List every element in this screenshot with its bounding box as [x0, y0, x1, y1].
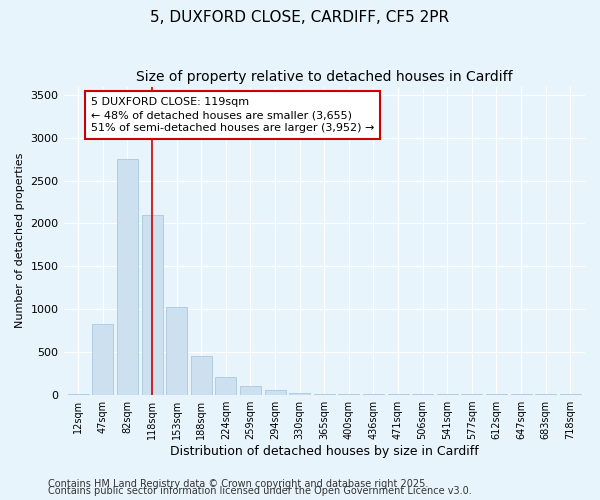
Text: Contains HM Land Registry data © Crown copyright and database right 2025.: Contains HM Land Registry data © Crown c… [48, 479, 428, 489]
Title: Size of property relative to detached houses in Cardiff: Size of property relative to detached ho… [136, 70, 512, 84]
Bar [215, 378, 236, 394]
X-axis label: Distribution of detached houses by size in Cardiff: Distribution of detached houses by size … [170, 444, 479, 458]
Text: 5 DUXFORD CLOSE: 119sqm
← 48% of detached houses are smaller (3,655)
51% of semi: 5 DUXFORD CLOSE: 119sqm ← 48% of detache… [91, 97, 374, 133]
Bar [117, 160, 138, 394]
Bar [92, 324, 113, 394]
Y-axis label: Number of detached properties: Number of detached properties [15, 153, 25, 328]
Bar [265, 390, 286, 394]
Bar [166, 308, 187, 394]
Bar [191, 356, 212, 395]
Text: Contains public sector information licensed under the Open Government Licence v3: Contains public sector information licen… [48, 486, 472, 496]
Bar [289, 393, 310, 394]
Bar [240, 386, 261, 394]
Bar [142, 215, 163, 394]
Text: 5, DUXFORD CLOSE, CARDIFF, CF5 2PR: 5, DUXFORD CLOSE, CARDIFF, CF5 2PR [151, 10, 449, 25]
